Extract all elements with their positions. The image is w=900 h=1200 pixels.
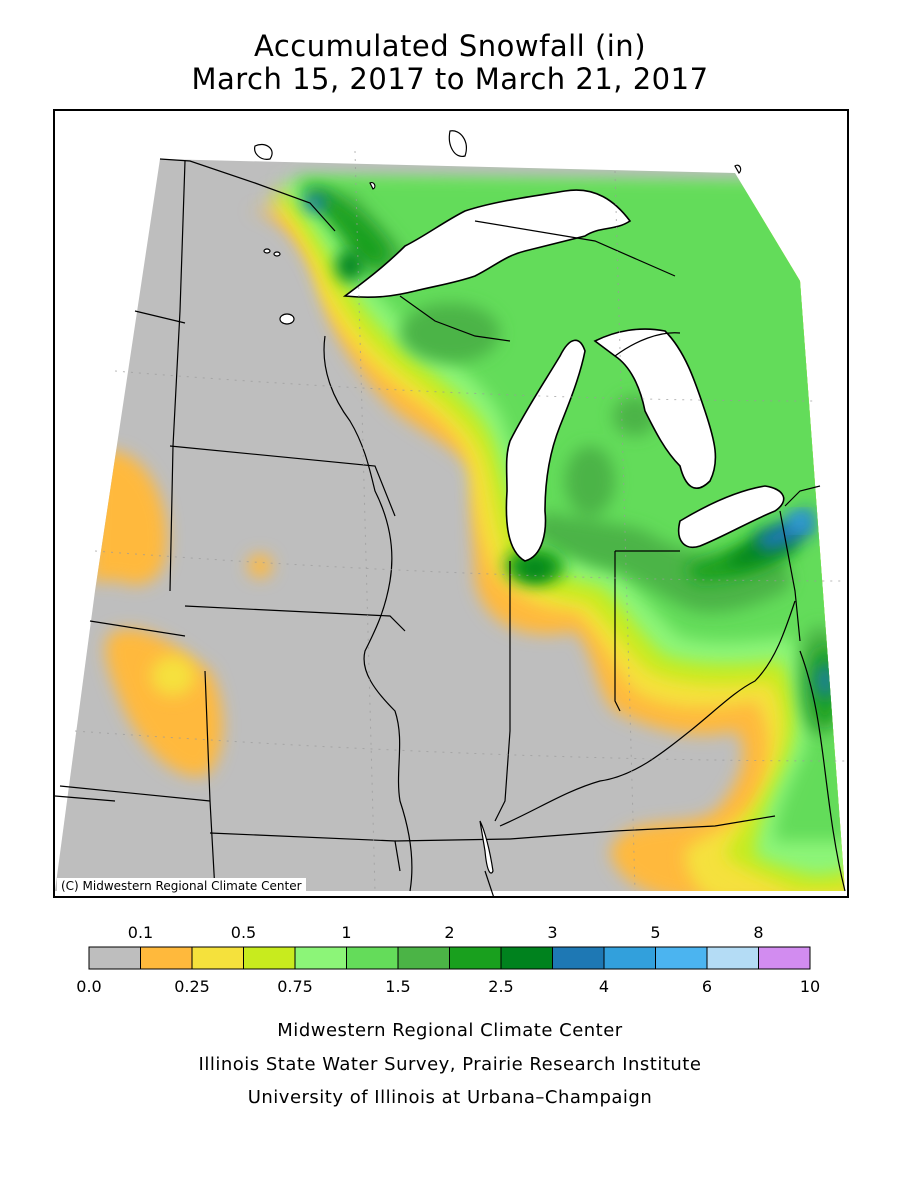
legend-tick-label: 2 bbox=[444, 923, 455, 942]
small-lakes bbox=[254, 130, 742, 874]
legend-tick-label: 8 bbox=[753, 923, 764, 942]
legend-tick-label: 0.25 bbox=[174, 977, 210, 996]
ohio-river bbox=[499, 600, 796, 827]
legend-swatch bbox=[706, 946, 759, 970]
legend-swatch bbox=[397, 946, 450, 970]
great-lakes bbox=[342, 189, 785, 562]
legend-swatch bbox=[191, 946, 244, 970]
color-legend: 0.1 0.5 1 2 3 5 8 0.0 0.25 0.75 1.5 2.5 4 6 10 bbox=[0, 915, 900, 1005]
lake-mille-lacs bbox=[279, 313, 295, 325]
kentucky-lake bbox=[479, 820, 494, 874]
legend-tick-label: 0.0 bbox=[76, 977, 102, 996]
mississippi-river bbox=[323, 335, 413, 892]
legend-swatch bbox=[346, 946, 399, 970]
legend-swatch bbox=[758, 946, 811, 970]
legend-tick-label: 5 bbox=[650, 923, 661, 942]
border-nd-mn bbox=[169, 160, 186, 592]
zone-4-in bbox=[788, 511, 812, 531]
legend-swatch bbox=[655, 946, 708, 970]
legend-tick-label: 3 bbox=[547, 923, 558, 942]
legend-swatch bbox=[500, 946, 553, 970]
legend-tick-label: 0.1 bbox=[127, 923, 154, 942]
legend-tick-label: 2.5 bbox=[488, 977, 514, 996]
lake-erie bbox=[678, 485, 785, 548]
map-copyright: (C) Midwestern Regional Climate Center bbox=[57, 878, 306, 894]
lake-superior bbox=[342, 189, 632, 298]
legend-swatch bbox=[88, 946, 141, 970]
legend-swatch bbox=[449, 946, 502, 970]
credit-uiuc: University of Illinois at Urbana–Champai… bbox=[247, 1087, 653, 1108]
legend-swatch bbox=[294, 946, 347, 970]
legend-bar bbox=[88, 946, 811, 970]
lake-huron bbox=[593, 328, 717, 489]
legend-tick-label: 0.75 bbox=[277, 977, 313, 996]
lake-michigan bbox=[505, 339, 586, 562]
legend-tick-label: 0.5 bbox=[230, 923, 257, 942]
map-canvas bbox=[55, 130, 846, 896]
legend-tick-label: 1.5 bbox=[385, 977, 411, 996]
map-title: Accumulated Snowfall (in) bbox=[253, 29, 647, 63]
legend-tick-label: 10 bbox=[799, 977, 821, 996]
legend-swatch bbox=[140, 946, 193, 970]
credit-isws: Illinois State Water Survey, Prairie Res… bbox=[198, 1054, 702, 1075]
state-borders bbox=[55, 158, 846, 896]
legend-tick-label: 6 bbox=[701, 977, 713, 996]
legend-tick-label: 1 bbox=[341, 923, 352, 942]
legend-tick-label: 4 bbox=[598, 977, 610, 996]
legend-swatch bbox=[552, 946, 605, 970]
legend-swatch bbox=[603, 946, 656, 970]
map-date-range: March 15, 2017 to March 21, 2017 bbox=[191, 62, 709, 96]
credit-mrcc: Midwestern Regional Climate Center bbox=[277, 1020, 623, 1041]
legend-swatch bbox=[243, 946, 296, 970]
graticule bbox=[74, 150, 846, 892]
snowfall-map: (C) Midwestern Regional Climate Center bbox=[53, 109, 849, 898]
